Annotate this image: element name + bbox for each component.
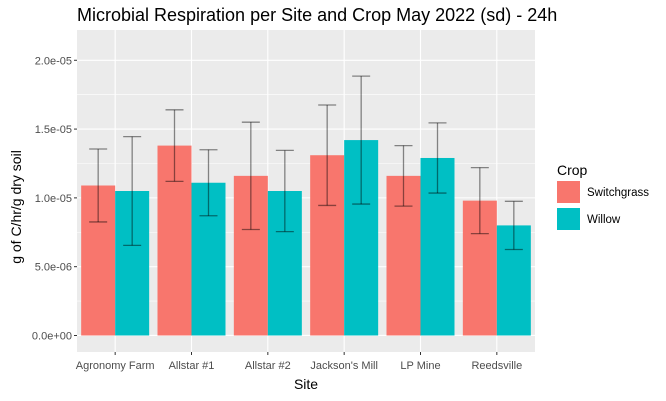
bar-willow-agronomy-farm xyxy=(115,191,150,336)
bar-willow-allstar-1 xyxy=(191,182,226,336)
bar-switchgrass-lp-mine xyxy=(386,175,421,336)
y-tick-label: 1.0e-05 xyxy=(35,193,72,205)
errorbar-switchgrass-allstar-1 xyxy=(165,109,184,183)
errorbar-willow-jackson-s-mill xyxy=(352,75,371,205)
plot-panel xyxy=(77,30,535,352)
bar-willow-allstar-2 xyxy=(267,191,302,336)
bar-willow-jackson-s-mill xyxy=(344,140,379,336)
legend-label-switchgrass: Switchgrass xyxy=(587,187,649,199)
errorbar-willow-allstar-1 xyxy=(199,149,218,217)
legend-title: Crop xyxy=(557,162,588,178)
errorbar-willow-reedsville xyxy=(504,200,523,251)
x-tick-label: Allstar #2 xyxy=(245,360,291,372)
x-tick-label: LP Mine xyxy=(400,360,440,372)
x-tick-label: Agronomy Farm xyxy=(76,360,155,372)
y-tick-label: 1.5e-05 xyxy=(35,124,72,136)
x-tick-label: Allstar #1 xyxy=(169,360,215,372)
bar-switchgrass-allstar-1 xyxy=(157,145,192,336)
y-tick-label: 5.0e-06 xyxy=(35,262,72,274)
y-axis-title: g of C/hr/g dry soil xyxy=(8,150,24,264)
y-tick-label: 0.0e+00 xyxy=(32,330,72,342)
bar-willow-lp-mine xyxy=(420,157,455,336)
errorbar-switchgrass-agronomy-farm xyxy=(89,148,108,223)
errorbar-willow-agronomy-farm xyxy=(123,135,142,247)
minor-gridlines xyxy=(77,94,535,302)
bar-switchgrass-jackson-s-mill xyxy=(310,155,345,336)
legend: Crop Switchgrass Willow xyxy=(557,162,649,230)
legend-key-willow xyxy=(557,208,580,230)
legend-label-willow: Willow xyxy=(587,214,621,226)
legend-key-switchgrass xyxy=(557,181,580,203)
x-tick-label: Reedsville xyxy=(471,360,522,372)
bar-switchgrass-allstar-2 xyxy=(233,175,268,336)
bar-switchgrass-reedsville xyxy=(462,200,497,336)
errorbar-switchgrass-reedsville xyxy=(470,166,489,235)
errorbars-layer xyxy=(89,75,523,251)
chart-title: Microbial Respiration per Site and Crop … xyxy=(77,5,557,25)
x-axis-title: Site xyxy=(294,376,318,392)
errorbar-willow-allstar-2 xyxy=(275,149,294,233)
y-axis: 0.0e+00 5.0e-06 1.0e-05 1.5e-05 2.0e-05 xyxy=(32,55,77,342)
x-tick-label: Jackson's Mill xyxy=(310,360,378,372)
errorbar-switchgrass-lp-mine xyxy=(394,144,413,207)
errorbar-willow-lp-mine xyxy=(428,122,447,194)
y-tick-label: 2.0e-05 xyxy=(35,55,72,67)
bars-layer xyxy=(81,140,531,336)
bar-switchgrass-agronomy-farm xyxy=(81,185,116,336)
errorbar-switchgrass-allstar-2 xyxy=(241,121,260,231)
x-axis: Agronomy Farm Allstar #1 Allstar #2 Jackson… xyxy=(76,352,522,372)
errorbar-switchgrass-jackson-s-mill xyxy=(318,104,337,207)
bar-willow-reedsville xyxy=(496,225,531,336)
